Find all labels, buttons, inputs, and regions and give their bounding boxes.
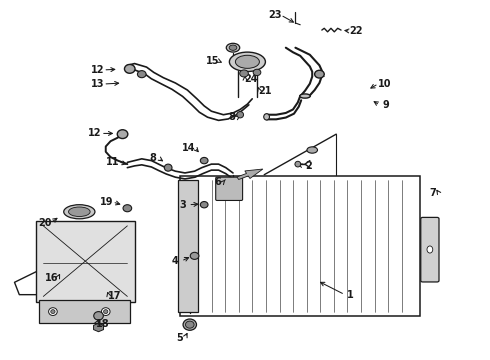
Bar xyxy=(180,176,420,316)
Ellipse shape xyxy=(235,55,259,68)
Ellipse shape xyxy=(51,310,55,314)
Text: 19: 19 xyxy=(100,197,114,207)
Ellipse shape xyxy=(295,161,301,167)
Ellipse shape xyxy=(64,205,95,219)
Ellipse shape xyxy=(190,252,199,259)
Text: 3: 3 xyxy=(179,200,186,210)
Text: 7: 7 xyxy=(430,188,437,198)
Ellipse shape xyxy=(124,64,135,73)
Text: 6: 6 xyxy=(214,177,221,187)
Text: 15: 15 xyxy=(206,56,219,66)
Ellipse shape xyxy=(164,164,172,171)
Ellipse shape xyxy=(69,207,90,216)
Ellipse shape xyxy=(185,321,194,328)
FancyArrow shape xyxy=(237,169,263,180)
Text: 8: 8 xyxy=(229,112,236,122)
Ellipse shape xyxy=(226,43,240,52)
Bar xyxy=(39,300,130,323)
Ellipse shape xyxy=(237,112,244,118)
Text: 21: 21 xyxy=(258,86,272,96)
Ellipse shape xyxy=(427,246,433,253)
FancyBboxPatch shape xyxy=(421,217,439,282)
Text: 10: 10 xyxy=(377,79,391,89)
Ellipse shape xyxy=(253,69,261,76)
Ellipse shape xyxy=(307,147,318,153)
Text: 1: 1 xyxy=(347,290,354,300)
Ellipse shape xyxy=(103,310,108,314)
Ellipse shape xyxy=(49,308,57,315)
Polygon shape xyxy=(36,221,135,302)
Ellipse shape xyxy=(240,70,248,77)
Ellipse shape xyxy=(117,130,128,139)
FancyBboxPatch shape xyxy=(216,177,243,201)
Text: 5: 5 xyxy=(176,333,183,343)
Text: 9: 9 xyxy=(382,100,389,110)
Text: 13: 13 xyxy=(91,79,104,89)
Text: 12: 12 xyxy=(91,65,104,75)
Ellipse shape xyxy=(300,94,310,98)
Ellipse shape xyxy=(101,308,110,315)
Text: 18: 18 xyxy=(96,319,109,329)
Ellipse shape xyxy=(183,319,196,330)
Text: 16: 16 xyxy=(45,273,59,283)
Text: 20: 20 xyxy=(38,218,51,228)
Ellipse shape xyxy=(94,312,103,320)
Text: 14: 14 xyxy=(182,143,196,153)
Ellipse shape xyxy=(229,52,266,72)
Text: 12: 12 xyxy=(88,129,102,139)
Text: 8: 8 xyxy=(149,153,156,163)
Text: 24: 24 xyxy=(244,74,258,84)
Ellipse shape xyxy=(200,157,208,164)
Bar xyxy=(178,180,198,312)
Ellipse shape xyxy=(229,45,237,50)
Ellipse shape xyxy=(200,202,208,208)
Text: 22: 22 xyxy=(350,26,363,36)
Text: 17: 17 xyxy=(108,291,121,301)
Text: 11: 11 xyxy=(106,157,119,167)
Text: 4: 4 xyxy=(172,256,179,266)
Text: 23: 23 xyxy=(268,10,282,20)
Ellipse shape xyxy=(315,70,324,78)
Text: 2: 2 xyxy=(305,161,312,171)
Ellipse shape xyxy=(264,114,270,120)
Ellipse shape xyxy=(123,205,132,212)
Ellipse shape xyxy=(137,71,146,78)
